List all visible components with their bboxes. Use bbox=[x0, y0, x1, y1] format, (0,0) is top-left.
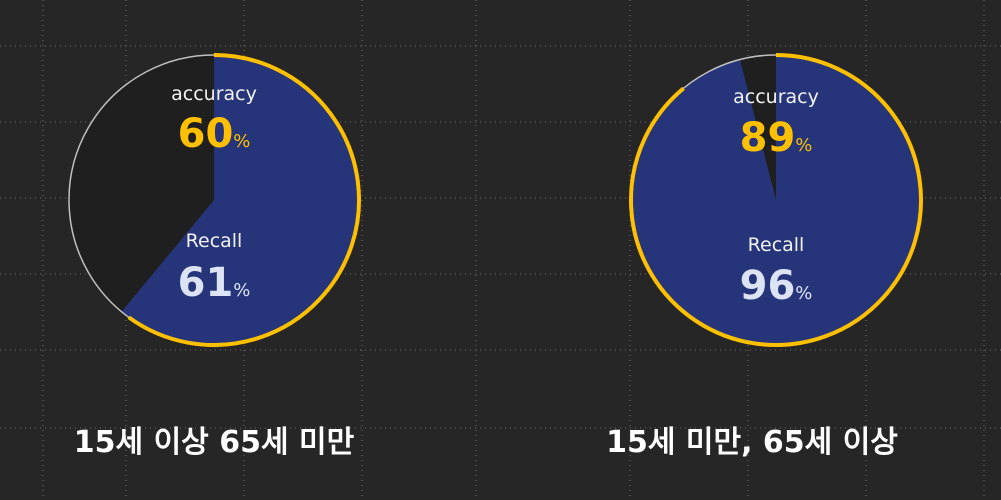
recall-unit-2: % bbox=[795, 283, 812, 304]
pie-recall-slice-2 bbox=[630, 55, 921, 345]
accuracy-arc-2 bbox=[629, 53, 923, 347]
pie-chart-1: accuracy 60% Recall 61% 15세 이상 65세 미만 bbox=[68, 53, 361, 460]
accuracy-unit-1: % bbox=[233, 131, 250, 152]
svg-text:60%: 60% bbox=[178, 111, 251, 157]
accuracy-arc-1 bbox=[127, 53, 361, 347]
recall-label-1: Recall bbox=[186, 230, 243, 252]
accuracy-unit-2: % bbox=[795, 135, 812, 156]
recall-label-2: Recall bbox=[748, 234, 805, 256]
accuracy-label-1: accuracy bbox=[171, 83, 257, 105]
pie-remainder-slice-2 bbox=[739, 55, 776, 200]
recall-unit-1: % bbox=[233, 280, 250, 301]
svg-text:89%: 89% bbox=[740, 115, 813, 161]
svg-text:96%: 96% bbox=[740, 263, 813, 309]
pie-remainder-slice-1 bbox=[69, 55, 214, 312]
accuracy-value-2: 89 bbox=[740, 115, 796, 161]
group-title-1: 15세 이상 65세 미만 bbox=[74, 425, 355, 460]
accuracy-value-1: 60 bbox=[178, 111, 234, 157]
accuracy-label-2: accuracy bbox=[733, 86, 819, 108]
recall-value-2: 96 bbox=[740, 263, 796, 309]
pie-chart-2: accuracy 89% Recall 96% 15세 미만, 65세 이상 bbox=[606, 53, 923, 460]
group-title-2: 15세 미만, 65세 이상 bbox=[606, 425, 898, 460]
svg-text:61%: 61% bbox=[178, 260, 251, 306]
pie-recall-slice-1 bbox=[121, 55, 360, 345]
recall-value-1: 61 bbox=[178, 260, 234, 306]
